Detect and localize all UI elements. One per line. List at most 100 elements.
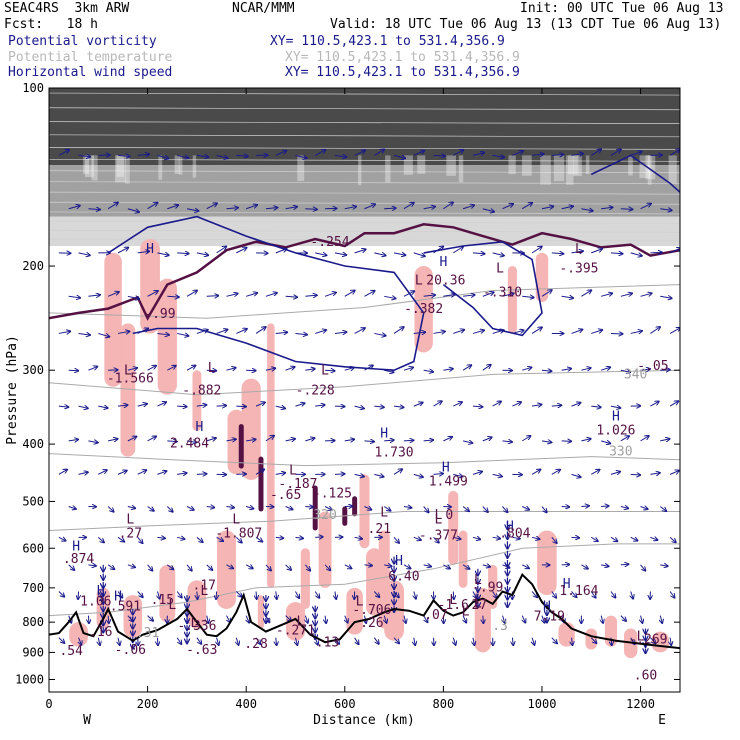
extremum-label: H (380, 427, 388, 442)
wind-vector (413, 474, 424, 477)
theta-contour (49, 369, 680, 396)
extremum-label: -.377 (419, 529, 458, 544)
wind-vector (531, 469, 541, 475)
wind-vector (522, 565, 529, 569)
y-tick-label: 400 (22, 437, 44, 451)
pv-region (535, 252, 549, 302)
wind-vector (413, 332, 426, 333)
pv-region (414, 266, 433, 353)
wind-vector (275, 537, 284, 538)
wind-vector (571, 474, 582, 477)
theta-contour (49, 453, 680, 467)
wind-vector (197, 591, 198, 599)
extremum-label: .874 (63, 552, 94, 567)
wind-vector (88, 565, 96, 566)
wind-vector (354, 328, 366, 334)
wind-vector (78, 253, 91, 256)
west-label: W (83, 713, 91, 728)
wind-vector (265, 564, 271, 571)
wind-vector (78, 333, 91, 335)
wind-vector (551, 536, 557, 543)
terrain-line (49, 573, 680, 650)
wind-vector (620, 507, 629, 509)
extremum-label: L (449, 593, 457, 608)
pv-contour (590, 154, 680, 193)
extremum-label: L (435, 508, 443, 523)
wind-vector (443, 202, 453, 210)
wind-vector (78, 591, 79, 599)
wind-vector (512, 402, 521, 407)
extremum-label: L (474, 573, 482, 588)
wind-vector (364, 291, 376, 297)
strat-theta-line (49, 107, 680, 111)
wind-vector (541, 370, 552, 371)
field-2-name: Potential temperature (8, 50, 173, 65)
wind-vector (610, 536, 618, 541)
extremum-label: 1.026 (596, 423, 635, 438)
wind-vector (384, 440, 394, 441)
wind-vector (324, 564, 331, 571)
wind-vector (620, 564, 629, 565)
wind-vector (226, 507, 234, 508)
wind-vector (108, 439, 118, 441)
wind-vector (354, 537, 363, 539)
wind-vector (226, 368, 236, 371)
wind-vector (669, 248, 680, 254)
wind-vector (186, 209, 199, 211)
extremum-label: .21 (368, 522, 391, 537)
y-tick-label: 300 (22, 363, 44, 377)
wind-vector (531, 327, 542, 334)
pv-region (140, 238, 160, 334)
wind-vector (620, 209, 633, 210)
field-1-xy: XY= 110.5,423.1 to 531.4,356.9 (270, 34, 505, 49)
wind-vector (354, 406, 365, 409)
wind-vector (483, 615, 484, 624)
wind-vector (650, 401, 659, 407)
pv-region (267, 323, 275, 588)
wind-vector (660, 296, 672, 298)
wind-vector (68, 507, 77, 510)
wind-vector (640, 507, 648, 510)
wind-vector (246, 205, 257, 210)
wind-vector (423, 506, 429, 513)
wind-vector (79, 637, 82, 645)
wind-vector (147, 564, 153, 571)
wind-vector (344, 206, 357, 208)
wind-vector (196, 536, 203, 542)
wind-vector (581, 506, 589, 507)
wind-vector (226, 293, 238, 296)
x-tick-label: 400 (235, 697, 257, 711)
wind-vector (393, 327, 404, 334)
wind-vector (88, 366, 97, 371)
strat-streak (522, 155, 532, 176)
extremum-label: -.63 (186, 643, 217, 658)
wind-vector (127, 296, 140, 299)
extremum-label: -.269 (628, 633, 667, 648)
wind-vector (246, 293, 257, 297)
wind-vector (414, 591, 416, 599)
wind-vector (640, 436, 650, 442)
extremum-label: -1.566 (107, 372, 154, 387)
wind-vector (393, 536, 399, 543)
wind-vector (551, 154, 564, 155)
wind-vector (600, 441, 611, 444)
wind-vector (521, 436, 531, 442)
strat-theta-line (49, 170, 680, 174)
extremum-label: -.65 (270, 488, 301, 503)
strat-theta-line (49, 147, 680, 150)
extremum-label: .15 (151, 593, 174, 608)
theta-label: 320 (313, 508, 336, 523)
extremum-label: L (200, 584, 208, 599)
extremum-label: 0 (445, 508, 453, 523)
strat-streak (192, 155, 197, 178)
wind-vector (364, 365, 374, 371)
wind-vector (462, 506, 469, 512)
wind-vector (304, 564, 310, 571)
wind-vector (630, 331, 643, 334)
wind-vector (482, 437, 492, 442)
wind-vector (659, 506, 666, 512)
extremum-label: L (191, 616, 199, 631)
wind-vector (196, 253, 209, 255)
wind-vector (127, 368, 138, 370)
wind-vector (117, 331, 130, 333)
